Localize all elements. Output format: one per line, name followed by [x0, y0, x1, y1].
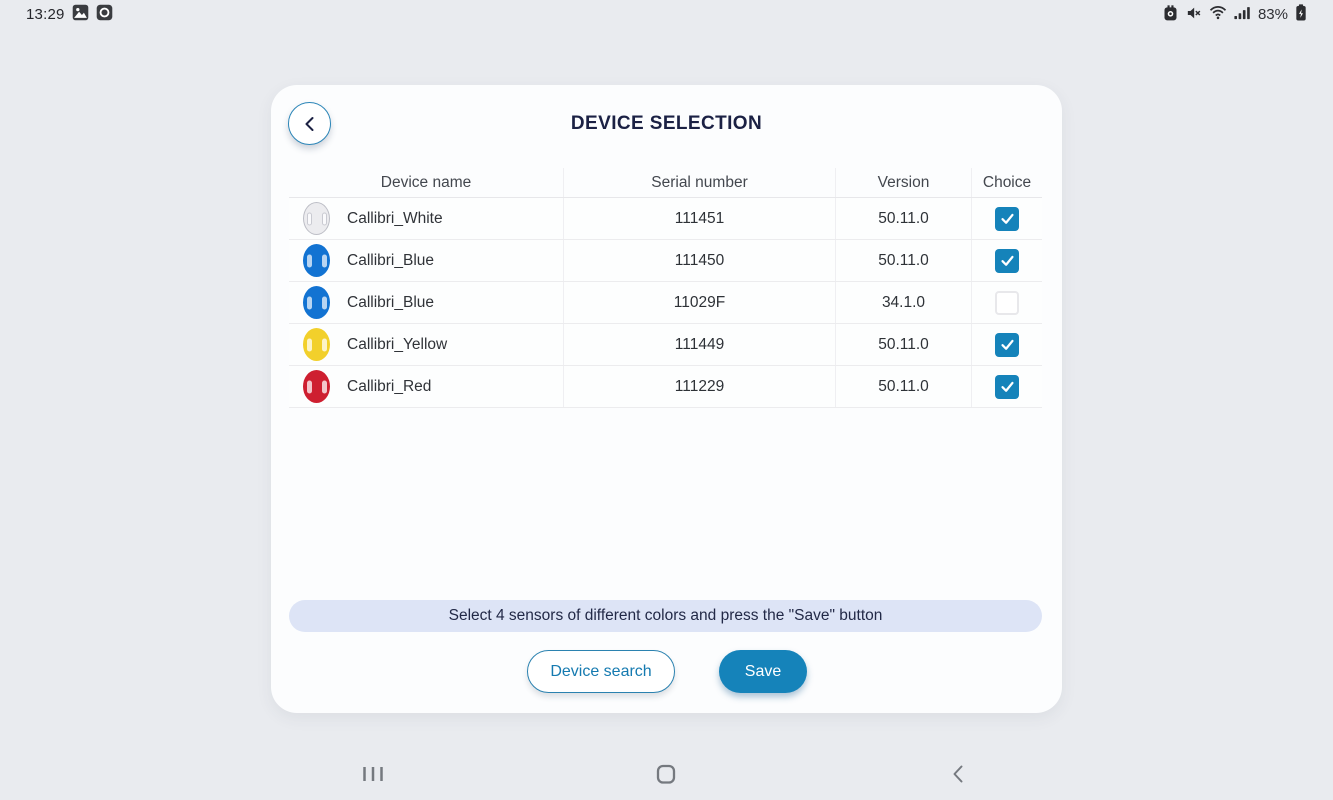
- column-header-choice: Choice: [982, 173, 1032, 191]
- device-electrode-mark: [306, 212, 312, 225]
- version: 50.11.0: [836, 324, 972, 365]
- checkmark-icon: [1000, 213, 1014, 224]
- device-electrode-mark: [306, 338, 312, 351]
- checkmark-icon: [1000, 339, 1014, 350]
- serial-number: 111229: [564, 366, 836, 407]
- home-icon[interactable]: [648, 756, 684, 793]
- version: 50.11.0: [836, 240, 972, 281]
- device-name: Callibri_Red: [347, 377, 432, 395]
- battery-charging-icon: [1295, 4, 1307, 25]
- callibri-device-icon: [303, 244, 330, 277]
- signal-icon: [1234, 5, 1251, 24]
- hint-bar: Select 4 sensors of different colors and…: [289, 600, 1042, 632]
- device-electrode-mark: [321, 212, 327, 225]
- navigation-bar: [0, 748, 1333, 800]
- table-header-row: Device name Serial number Version Choice: [289, 168, 1042, 198]
- mute-icon: [1185, 5, 1202, 25]
- device-electrode-mark: [306, 380, 312, 393]
- table-row[interactable]: Callibri_Blue 11029F 34.1.0: [289, 282, 1042, 324]
- checkmark-icon: [1000, 255, 1014, 266]
- device-electrode-mark: [321, 254, 327, 267]
- chevron-left-icon: [305, 116, 314, 131]
- column-header-serial-number: Serial number: [564, 168, 836, 197]
- device-electrode-mark: [321, 338, 327, 351]
- table-row[interactable]: Callibri_Yellow 111449 50.11.0: [289, 324, 1042, 366]
- callibri-device-icon: [303, 202, 330, 235]
- serial-number: 111451: [564, 198, 836, 239]
- battery-percent: 83%: [1257, 6, 1288, 23]
- recent-apps-icon[interactable]: [354, 758, 393, 791]
- version: 34.1.0: [836, 282, 972, 323]
- table-row[interactable]: Callibri_Blue 111450 50.11.0: [289, 240, 1042, 282]
- version: 50.11.0: [836, 366, 972, 407]
- checkmark-icon: [1000, 381, 1014, 392]
- clock: 13:29: [26, 6, 65, 23]
- device-checkbox[interactable]: [995, 332, 1019, 357]
- device-selection-card: DEVICE SELECTION Device name Serial numb…: [271, 85, 1062, 713]
- device-electrode-mark: [321, 296, 327, 309]
- serial-number: 11029F: [564, 282, 836, 323]
- wifi-icon: [1209, 5, 1227, 24]
- device-checkbox[interactable]: [995, 290, 1019, 315]
- save-button[interactable]: Save: [719, 650, 807, 693]
- page-title: DEVICE SELECTION: [570, 113, 763, 134]
- device-search-button[interactable]: Device search: [527, 650, 675, 693]
- status-bar: 13:29 83%: [0, 0, 1333, 27]
- device-name: Callibri_Blue: [347, 293, 435, 311]
- device-electrode-mark: [306, 254, 312, 267]
- column-header-version: Version: [836, 168, 972, 197]
- table-body: Callibri_White 111451 50.11.0 Callibri_B…: [289, 198, 1042, 408]
- device-table: Device name Serial number Version Choice…: [289, 168, 1042, 408]
- device-checkbox[interactable]: [995, 374, 1019, 399]
- table-row[interactable]: Callibri_Red 111229 50.11.0: [289, 366, 1042, 408]
- table-row[interactable]: Callibri_White 111451 50.11.0: [289, 198, 1042, 240]
- screen-record-icon: [96, 4, 113, 25]
- device-checkbox[interactable]: [995, 206, 1019, 231]
- device-checkbox[interactable]: [995, 248, 1019, 273]
- hint-text: Select 4 sensors of different colors and…: [448, 607, 883, 624]
- callibri-device-icon: [303, 286, 330, 319]
- device-electrode-mark: [306, 296, 312, 309]
- device-name: Callibri_Blue: [347, 251, 435, 269]
- device-name: Callibri_White: [347, 209, 443, 227]
- action-buttons: Device search Save: [271, 650, 1062, 694]
- back-button[interactable]: [288, 102, 331, 145]
- battery-care-icon: [1163, 4, 1178, 25]
- column-header-device-name: Device name: [289, 168, 564, 197]
- back-icon[interactable]: [944, 757, 972, 792]
- callibri-device-icon: [303, 370, 330, 403]
- callibri-device-icon: [303, 328, 330, 361]
- version: 50.11.0: [836, 198, 972, 239]
- gallery-icon: [72, 4, 89, 25]
- serial-number: 111450: [564, 240, 836, 281]
- device-electrode-mark: [321, 380, 327, 393]
- device-name: Callibri_Yellow: [347, 335, 448, 353]
- serial-number: 111449: [564, 324, 836, 365]
